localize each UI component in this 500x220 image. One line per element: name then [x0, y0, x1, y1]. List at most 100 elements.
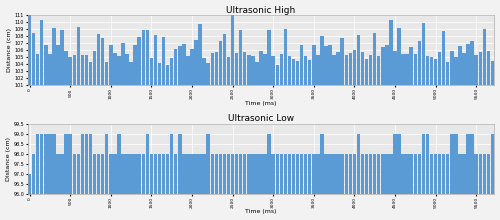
Bar — [304, 56, 308, 85]
Bar — [84, 134, 88, 194]
Bar — [260, 154, 262, 194]
Bar — [276, 154, 279, 194]
Bar — [117, 56, 120, 85]
Bar — [101, 154, 104, 194]
Bar — [138, 154, 141, 194]
Bar — [348, 53, 352, 85]
Bar — [251, 56, 254, 85]
Bar — [109, 154, 112, 194]
Bar — [414, 154, 417, 194]
Bar — [93, 51, 96, 85]
Bar — [486, 51, 490, 85]
Bar — [361, 154, 364, 194]
Bar — [251, 154, 254, 194]
Bar — [304, 154, 308, 194]
Bar — [186, 56, 190, 85]
Bar — [80, 134, 84, 194]
Bar — [336, 52, 340, 85]
Bar — [458, 154, 462, 194]
Bar — [394, 51, 396, 85]
Title: Ultrasonic Low: Ultrasonic Low — [228, 114, 294, 123]
Bar — [40, 20, 43, 85]
Bar — [214, 52, 218, 85]
Bar — [414, 54, 417, 85]
Bar — [406, 154, 409, 194]
Bar — [373, 33, 376, 85]
Bar — [470, 134, 474, 194]
Bar — [174, 49, 178, 85]
Bar — [296, 154, 300, 194]
Bar — [377, 56, 380, 85]
Bar — [150, 58, 153, 85]
Bar — [214, 154, 218, 194]
Bar — [93, 154, 96, 194]
Bar — [218, 41, 222, 85]
Bar — [40, 134, 43, 194]
Bar — [178, 46, 182, 85]
Bar — [101, 38, 104, 85]
Bar — [231, 15, 234, 85]
Bar — [206, 63, 210, 85]
Bar — [280, 54, 283, 85]
Bar — [113, 53, 116, 85]
X-axis label: Time (ms): Time (ms) — [245, 101, 277, 106]
Bar — [462, 53, 466, 85]
Bar — [138, 37, 141, 85]
Bar — [450, 51, 454, 85]
Bar — [470, 41, 474, 85]
Bar — [97, 34, 100, 85]
Bar — [170, 134, 173, 194]
Bar — [154, 154, 157, 194]
Bar — [44, 45, 48, 85]
Bar — [105, 134, 108, 194]
Bar — [227, 154, 230, 194]
Bar — [340, 38, 344, 85]
Bar — [222, 154, 226, 194]
Bar — [308, 154, 312, 194]
Bar — [430, 57, 433, 85]
Bar — [394, 134, 396, 194]
Bar — [365, 59, 368, 85]
Bar — [288, 154, 291, 194]
Bar — [130, 154, 133, 194]
Bar — [352, 154, 356, 194]
Bar — [89, 134, 92, 194]
Bar — [56, 154, 59, 194]
Bar — [296, 61, 300, 85]
Bar — [381, 154, 384, 194]
Bar — [255, 62, 258, 85]
Bar — [276, 64, 279, 85]
Bar — [422, 134, 425, 194]
Bar — [284, 29, 287, 85]
Bar — [121, 42, 124, 85]
Bar — [490, 134, 494, 194]
Bar — [126, 154, 128, 194]
Bar — [389, 154, 392, 194]
Y-axis label: Distance (cm): Distance (cm) — [7, 28, 12, 72]
Bar — [482, 29, 486, 85]
Bar — [89, 62, 92, 85]
Bar — [344, 55, 348, 85]
Bar — [264, 154, 267, 194]
Bar — [32, 154, 35, 194]
Bar — [126, 54, 128, 85]
Bar — [134, 154, 137, 194]
Bar — [105, 62, 108, 85]
Bar — [348, 154, 352, 194]
Bar — [280, 154, 283, 194]
Title: Ultrasonic High: Ultrasonic High — [226, 6, 296, 15]
Bar — [316, 154, 320, 194]
Bar — [454, 57, 458, 85]
Bar — [158, 154, 161, 194]
Bar — [426, 134, 429, 194]
Bar — [210, 53, 214, 85]
Bar — [84, 55, 88, 85]
Bar — [109, 45, 112, 85]
Bar — [202, 154, 206, 194]
Bar — [268, 134, 271, 194]
Bar — [466, 44, 470, 85]
Bar — [410, 154, 413, 194]
Bar — [490, 61, 494, 85]
Bar — [377, 154, 380, 194]
Bar — [410, 47, 413, 85]
